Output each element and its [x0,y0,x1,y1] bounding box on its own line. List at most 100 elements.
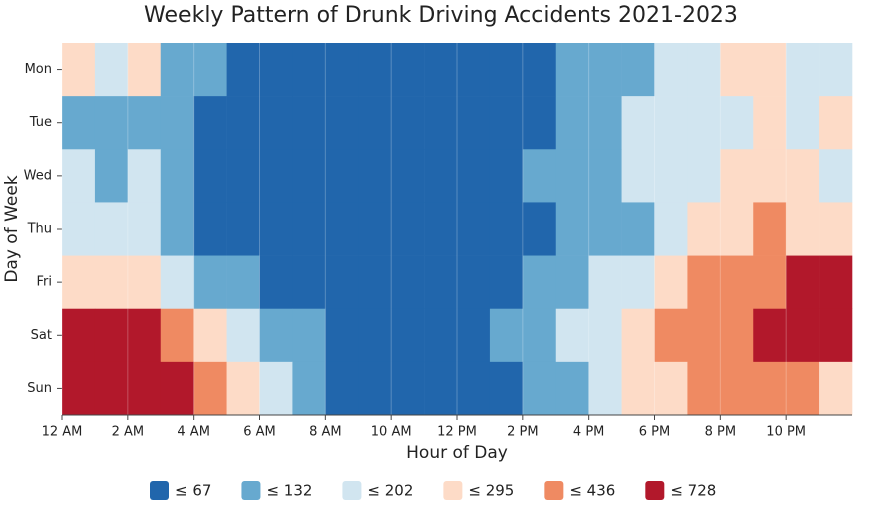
y-tick-label: Thu [27,222,52,237]
legend-swatch [150,481,169,500]
heat-cell [325,96,359,150]
heat-cell [555,96,589,150]
heat-cell [325,361,359,416]
heat-cell [621,149,655,203]
legend-swatch [443,481,463,500]
heat-cell [193,43,227,97]
heat-cell [522,255,557,310]
heat-cell [358,96,392,150]
y-tick-label: Mon [25,62,52,77]
heat-cell [489,361,524,416]
heat-cell [127,202,162,256]
heat-cell [94,361,129,416]
heat-cell [555,255,589,310]
heat-cell [555,202,589,256]
y-axis-title: Day of Week [2,175,22,282]
heat-cell [786,308,820,363]
heat-cell [226,43,260,97]
heat-cell [391,202,425,256]
heat-cell [62,308,96,363]
heat-cell [292,149,326,203]
x-tick-label: 2 PM [507,425,538,440]
y-tick-label: Sun [27,381,52,396]
heat-cell [160,149,194,203]
heat-cell [424,202,458,256]
heat-cell [522,361,557,416]
heat-cell [358,43,392,97]
heat-cell [457,308,491,363]
heat-cell [753,255,787,310]
heat-cell [62,255,96,310]
heat-cell [654,149,688,203]
heat-cell [127,361,162,416]
heat-cell [424,361,458,416]
heat-cell [259,202,293,256]
heat-cell [819,308,853,363]
heat-cell [292,255,326,310]
x-tick-label: 6 AM [243,425,276,440]
legend-swatch [544,481,564,500]
heat-cell [358,308,392,363]
heat-cell [424,149,458,203]
heat-cell [457,96,491,150]
heat-cell [226,255,260,310]
heat-cell [819,96,853,150]
heat-cell [292,202,326,256]
heat-cell [358,361,392,416]
heat-cell [358,255,392,310]
heat-cell [753,202,787,256]
heat-cell [193,202,227,256]
heat-cell [160,96,194,150]
heat-cell [522,43,557,97]
heat-cell [160,361,194,416]
heat-cell [819,149,853,203]
heat-cell [127,255,162,310]
heat-cell [819,202,853,256]
heat-cell [259,255,293,310]
heat-cell [391,96,425,150]
heat-cell [489,308,524,363]
heat-cell [687,255,721,310]
x-tick-label: 8 AM [309,425,342,440]
heat-cell [160,202,194,256]
heat-cell [457,149,491,203]
x-axis-title: Hour of Day [406,443,508,463]
heat-cell [193,149,227,203]
heat-cell [621,43,655,97]
heat-cell [720,96,754,150]
heat-cell [391,308,425,363]
y-tick-label: Tue [29,115,52,130]
heat-cell [687,149,721,203]
heat-cell [654,43,688,97]
heat-cell [588,149,622,203]
heat-cell [160,43,194,97]
heat-cell [819,361,853,416]
heat-cell [522,96,557,150]
heat-cell [94,308,129,363]
heat-cell [588,96,622,150]
x-tick-label: 6 PM [639,425,670,440]
heat-cell [522,149,557,203]
heat-cell [720,149,754,203]
heat-cell [555,43,589,97]
x-tick-label: 10 AM [371,425,412,440]
heat-cell [753,308,787,363]
heat-cell [94,255,129,310]
heat-cell [259,149,293,203]
heat-cell [94,149,129,203]
heat-cell [424,308,458,363]
y-tick-label: Fri [37,275,53,290]
heat-cell [555,361,589,416]
heat-cell [819,255,853,310]
heat-cell [259,96,293,150]
heat-cell [62,96,96,150]
y-tick-label: Sat [31,328,52,343]
heat-cell [127,96,162,150]
heat-cell [259,361,293,416]
heat-cell [292,43,326,97]
heat-cell [62,361,96,416]
heat-cell [621,202,655,256]
heat-cell [193,308,227,363]
heat-cell [325,202,359,256]
